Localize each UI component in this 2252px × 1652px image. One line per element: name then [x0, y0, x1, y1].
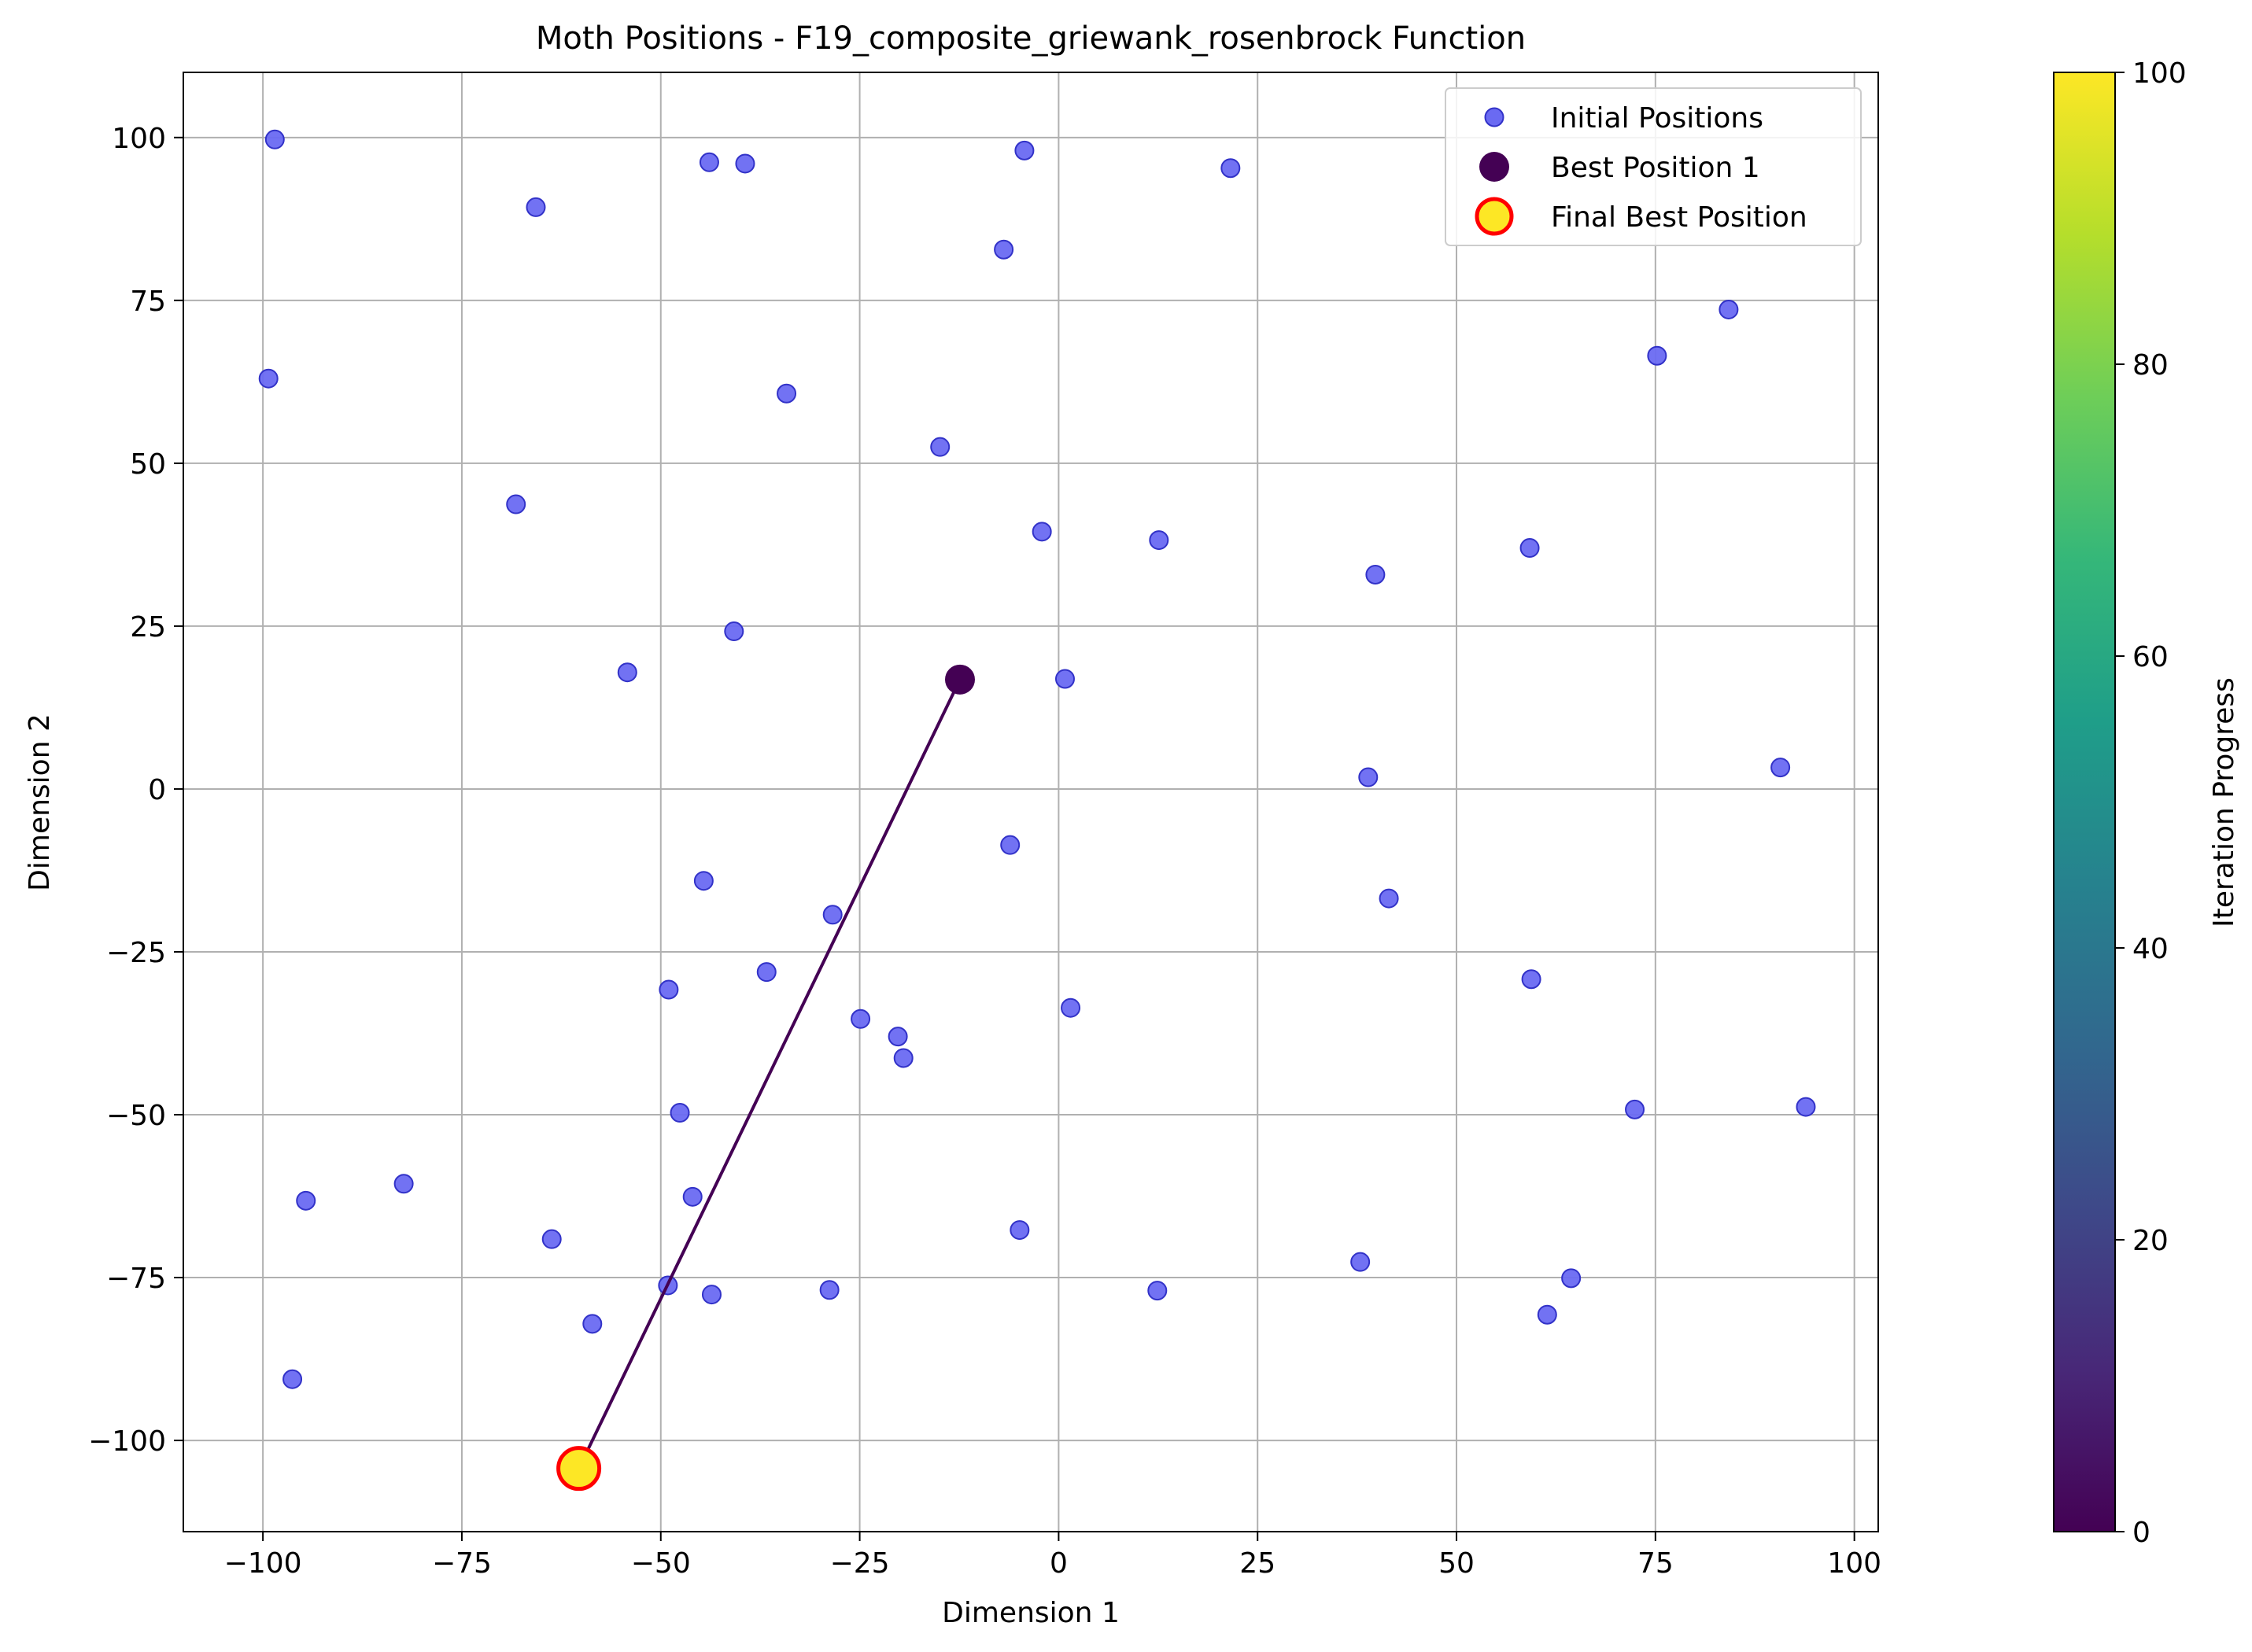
initial-position-point — [777, 383, 797, 404]
initial-position-point — [1220, 158, 1241, 179]
initial-position-point — [393, 1174, 414, 1194]
initial-position-point — [617, 662, 637, 683]
x-tick-label: 75 — [1637, 1547, 1674, 1580]
initial-position-point — [526, 197, 546, 217]
initial-position-point — [930, 437, 951, 457]
y-tick-label: 75 — [130, 286, 166, 318]
initial-position-point — [1061, 997, 1081, 1018]
initial-position-point — [994, 239, 1014, 260]
initial-position-point — [1000, 835, 1021, 855]
final-best-position-point — [556, 1446, 602, 1492]
initial-position-point — [1147, 1281, 1168, 1301]
y-tick-label: 0 — [148, 774, 166, 806]
x-tick-label: −75 — [432, 1547, 492, 1580]
y-axis: −100 −75 −50 −25 0 25 50 75 100 — [88, 123, 183, 1458]
initial-position-point — [851, 1009, 871, 1029]
colorbar-tick-label: 60 — [2132, 641, 2169, 673]
initial-position-point — [264, 129, 285, 149]
colorbar-gradient — [2053, 72, 2116, 1532]
initial-position-point — [1379, 888, 1399, 909]
x-axis-label: Dimension 1 — [942, 1597, 1120, 1629]
initial-position-point — [1561, 1268, 1582, 1289]
initial-position-point — [693, 871, 714, 891]
x-tick-label: 0 — [1050, 1547, 1068, 1580]
x-tick-label: 50 — [1438, 1547, 1475, 1580]
initial-position-point — [756, 962, 777, 983]
y-tick-label: −100 — [88, 1425, 166, 1458]
colorbar-tick-label: 100 — [2132, 57, 2187, 90]
x-tick-label: −25 — [830, 1547, 890, 1580]
y-tick-label: −25 — [106, 937, 166, 969]
initial-position-point — [822, 905, 843, 925]
initial-position-point — [1358, 767, 1379, 787]
y-tick-label: −50 — [106, 1100, 166, 1132]
initial-position-point — [724, 621, 744, 642]
legend-marker — [1479, 152, 1509, 182]
legend-label: Final Best Position — [1551, 201, 1807, 234]
movement-arrow — [577, 678, 962, 1469]
initial-position-point — [1032, 522, 1052, 542]
legend: Initial Positions Best Position 1 Final Be… — [1445, 87, 1862, 246]
initial-position-point — [1647, 345, 1667, 366]
initial-position-point — [888, 1027, 908, 1047]
colorbar-tick-label: 20 — [2132, 1225, 2169, 1257]
initial-position-point — [258, 368, 279, 389]
plot-frame — [183, 72, 1879, 1532]
colorbar — [2053, 72, 2116, 1532]
initial-position-point — [1537, 1304, 1557, 1325]
colorbar-tick-label: 40 — [2132, 933, 2169, 965]
x-axis: −100 −75 −50 −25 0 25 50 75 100 — [224, 1532, 1881, 1580]
x-tick-label: −50 — [631, 1547, 691, 1580]
colorbar-tick-label: 0 — [2132, 1517, 2150, 1549]
chart-title: Moth Positions - F19_composite_griewank_… — [536, 20, 1526, 57]
initial-position-point — [659, 979, 679, 1000]
initial-position-point — [1521, 969, 1541, 990]
y-axis-label: Dimension 2 — [24, 714, 56, 891]
legend-box — [1445, 87, 1862, 246]
initial-position-point — [1365, 564, 1386, 584]
x-tick-label: 100 — [1827, 1547, 1881, 1580]
y-tick-label: −75 — [106, 1263, 166, 1295]
legend-marker — [1475, 197, 1514, 236]
grid — [183, 72, 1878, 1532]
legend-label: Initial Positions — [1551, 102, 1763, 135]
y-tick-label: 100 — [112, 123, 166, 155]
x-tick-label: 25 — [1239, 1547, 1276, 1580]
initial-position-point — [1625, 1099, 1645, 1119]
y-tick-label: 50 — [130, 448, 166, 481]
initial-position-point — [682, 1186, 703, 1207]
legend-label: Best Position 1 — [1551, 152, 1760, 184]
initial-position-point — [1014, 140, 1035, 160]
best-position-1-point — [944, 664, 975, 695]
initial-position-point — [1350, 1252, 1371, 1272]
initial-position-point — [296, 1190, 316, 1211]
initial-position-point — [1796, 1097, 1816, 1117]
initial-position-point — [1519, 538, 1540, 559]
initial-position-point — [1054, 669, 1075, 689]
initial-position-point — [541, 1229, 562, 1249]
colorbar-ticks: 0 20 40 60 80 100 — [2115, 57, 2187, 1549]
colorbar-tick-label: 80 — [2132, 349, 2169, 382]
initial-position-point — [819, 1280, 840, 1300]
initial-position-point — [1010, 1220, 1030, 1241]
y-tick-label: 25 — [130, 611, 166, 643]
initial-position-point — [701, 1285, 722, 1305]
initial-position-point — [282, 1369, 303, 1389]
initial-position-point — [699, 152, 719, 172]
initial-position-point — [893, 1048, 914, 1068]
initial-position-point — [1719, 299, 1739, 319]
scatter-points — [258, 129, 1816, 1472]
legend-marker — [1484, 107, 1504, 127]
initial-position-point — [506, 494, 526, 514]
initial-position-point — [1149, 530, 1169, 551]
x-tick-label: −100 — [224, 1547, 302, 1580]
colorbar-label: Iteration Progress — [2208, 677, 2240, 927]
initial-position-point — [1770, 758, 1791, 778]
initial-position-point — [582, 1314, 603, 1334]
initial-position-point — [735, 153, 755, 174]
initial-position-point — [670, 1103, 690, 1123]
